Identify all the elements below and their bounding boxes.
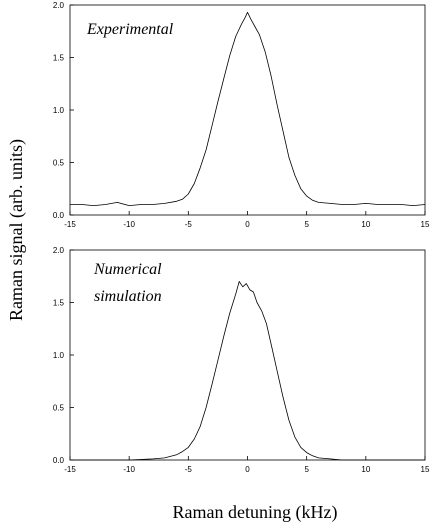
panel-annotation-line-1: Numerical (93, 261, 162, 278)
tick-label-group: -15 -10 -5 0 5 10 15 0.0 0.5 1.0 1.5 2.0 (53, 1, 430, 229)
x-tick-label: 15 (421, 220, 430, 229)
tick-group (69, 249, 426, 461)
x-tick-label: 15 (421, 465, 430, 474)
x-tick-label: 0 (245, 220, 250, 229)
panel-numerical-simulation: -15 -10 -5 0 5 10 150.00.51.01.52.0 Numerical … (53, 246, 430, 474)
y-tick-label: 2.0 (53, 246, 65, 255)
tick-label-group: -15 -10 -5 0 5 10 15 0.0 0.5 1.0 1.5 2.0 (53, 246, 430, 474)
x-tick-label: -10 (123, 220, 135, 229)
y-tick-label: 1.0 (53, 106, 65, 115)
y-tick-label: 1.5 (53, 299, 65, 308)
y-tick-label: 1.0 (53, 351, 65, 360)
x-tick-label: -15 (64, 220, 76, 229)
y-tick-label: 0.0 (53, 456, 65, 465)
x-tick-label: -5 (185, 465, 193, 474)
x-axis-title: Raman detuning (kHz) (173, 502, 338, 523)
x-tick-label: 0 (245, 465, 250, 474)
x-tick-label: -15 (64, 465, 76, 474)
x-tick-label: 10 (361, 465, 370, 474)
series-trace (70, 281, 425, 461)
x-tick-label: -5 (185, 220, 193, 229)
series-trace (70, 11, 426, 206)
plot-frame (69, 249, 426, 461)
x-tick-label: 5 (304, 220, 309, 229)
y-axis-title: Raman signal (arb. units) (6, 139, 27, 321)
y-tick-label: 0.5 (53, 404, 65, 413)
panel-annotation: Experimental (86, 21, 174, 38)
x-tick-label: 5 (304, 465, 309, 474)
y-tick-label: 0.5 (53, 159, 65, 168)
x-tick-label: -10 (123, 465, 135, 474)
panel-annotation-line-2: simulation (94, 288, 162, 305)
tick-group (69, 4, 426, 216)
y-tick-label: 1.5 (53, 54, 65, 63)
panel-experimental: -15 -10 -5 0 5 10 15 0.0 0.5 1.0 1.5 2.0 Experiment… (53, 1, 430, 229)
x-tick-label: 10 (361, 220, 370, 229)
y-tick-label: 2.0 (53, 1, 65, 10)
y-tick-label: 0.0 (53, 211, 65, 220)
